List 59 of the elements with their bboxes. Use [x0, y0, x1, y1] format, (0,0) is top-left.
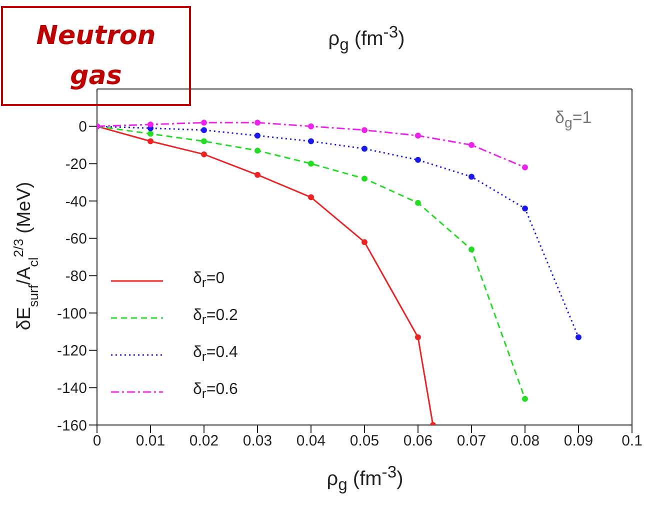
- point: [201, 127, 207, 134]
- point: [522, 164, 528, 170]
- point: [522, 205, 528, 212]
- point: [148, 138, 154, 144]
- y-tick-label: -60: [65, 230, 87, 248]
- point: [254, 132, 260, 139]
- point: [415, 132, 421, 139]
- annotation: Neutron gas: [35, 20, 157, 93]
- x-tick-label: 0.1: [622, 432, 642, 450]
- legend-label: δ$_{r}$=0.2: [193, 307, 238, 328]
- y-tick-label: -80: [65, 268, 87, 285]
- y-tick-label: -100: [56, 305, 87, 322]
- point: [148, 130, 154, 137]
- y-tick-label: -140: [56, 380, 87, 397]
- point: [415, 156, 421, 163]
- x-tick-label: 0.08: [510, 432, 540, 450]
- y-tick-label: -160: [56, 417, 87, 434]
- point: [362, 146, 368, 152]
- y-tick-label: -20: [65, 156, 87, 173]
- annotation: δ$_{g}$=1: [555, 108, 592, 132]
- point: [201, 120, 207, 126]
- x-tick-label: 0.07: [456, 432, 486, 450]
- x-tick-label: 0.02: [189, 432, 219, 450]
- point: [254, 120, 260, 126]
- point: [254, 148, 260, 154]
- y-tick-label: 0: [78, 118, 87, 136]
- point: [362, 176, 368, 182]
- x-tick-label: 0.01: [136, 432, 166, 450]
- point: [468, 174, 474, 180]
- point: [362, 127, 368, 134]
- point: [148, 121, 154, 128]
- point: [201, 138, 207, 144]
- label-box: Neutron gas: [1, 6, 191, 106]
- point: [468, 142, 474, 148]
- chart-title: ρ$_{g}$ (fm$^{-3}$): [328, 22, 405, 54]
- x-tick-label: 0.06: [403, 432, 433, 450]
- point: [308, 160, 314, 167]
- point: [254, 172, 260, 178]
- x-tick-label: 0.09: [564, 432, 594, 450]
- legend-label: δ$_{r}$=0.4: [193, 344, 238, 365]
- point: [308, 194, 314, 200]
- point: [201, 151, 207, 158]
- point: [415, 334, 421, 340]
- point: [522, 396, 528, 402]
- point: [308, 138, 314, 144]
- legend-label: δ$_{r}$=0.6: [193, 381, 238, 402]
- point: [576, 334, 582, 340]
- x-tick-label: 0.03: [242, 432, 272, 450]
- y-tick-label: -120: [56, 342, 87, 360]
- x-tick-label: 0.04: [296, 432, 326, 450]
- point: [362, 239, 368, 246]
- x-tick-label: 0: [92, 432, 102, 450]
- legend-label: δ$_{r}$=0: [193, 270, 225, 291]
- point: [468, 246, 474, 253]
- x-tick-label: 0.05: [350, 432, 380, 450]
- y-tick-label: -40: [65, 193, 87, 210]
- x-axis-title: ρ$_{g}$ (fm$^{-3}$): [326, 462, 404, 494]
- point: [308, 123, 314, 130]
- point: [415, 200, 421, 206]
